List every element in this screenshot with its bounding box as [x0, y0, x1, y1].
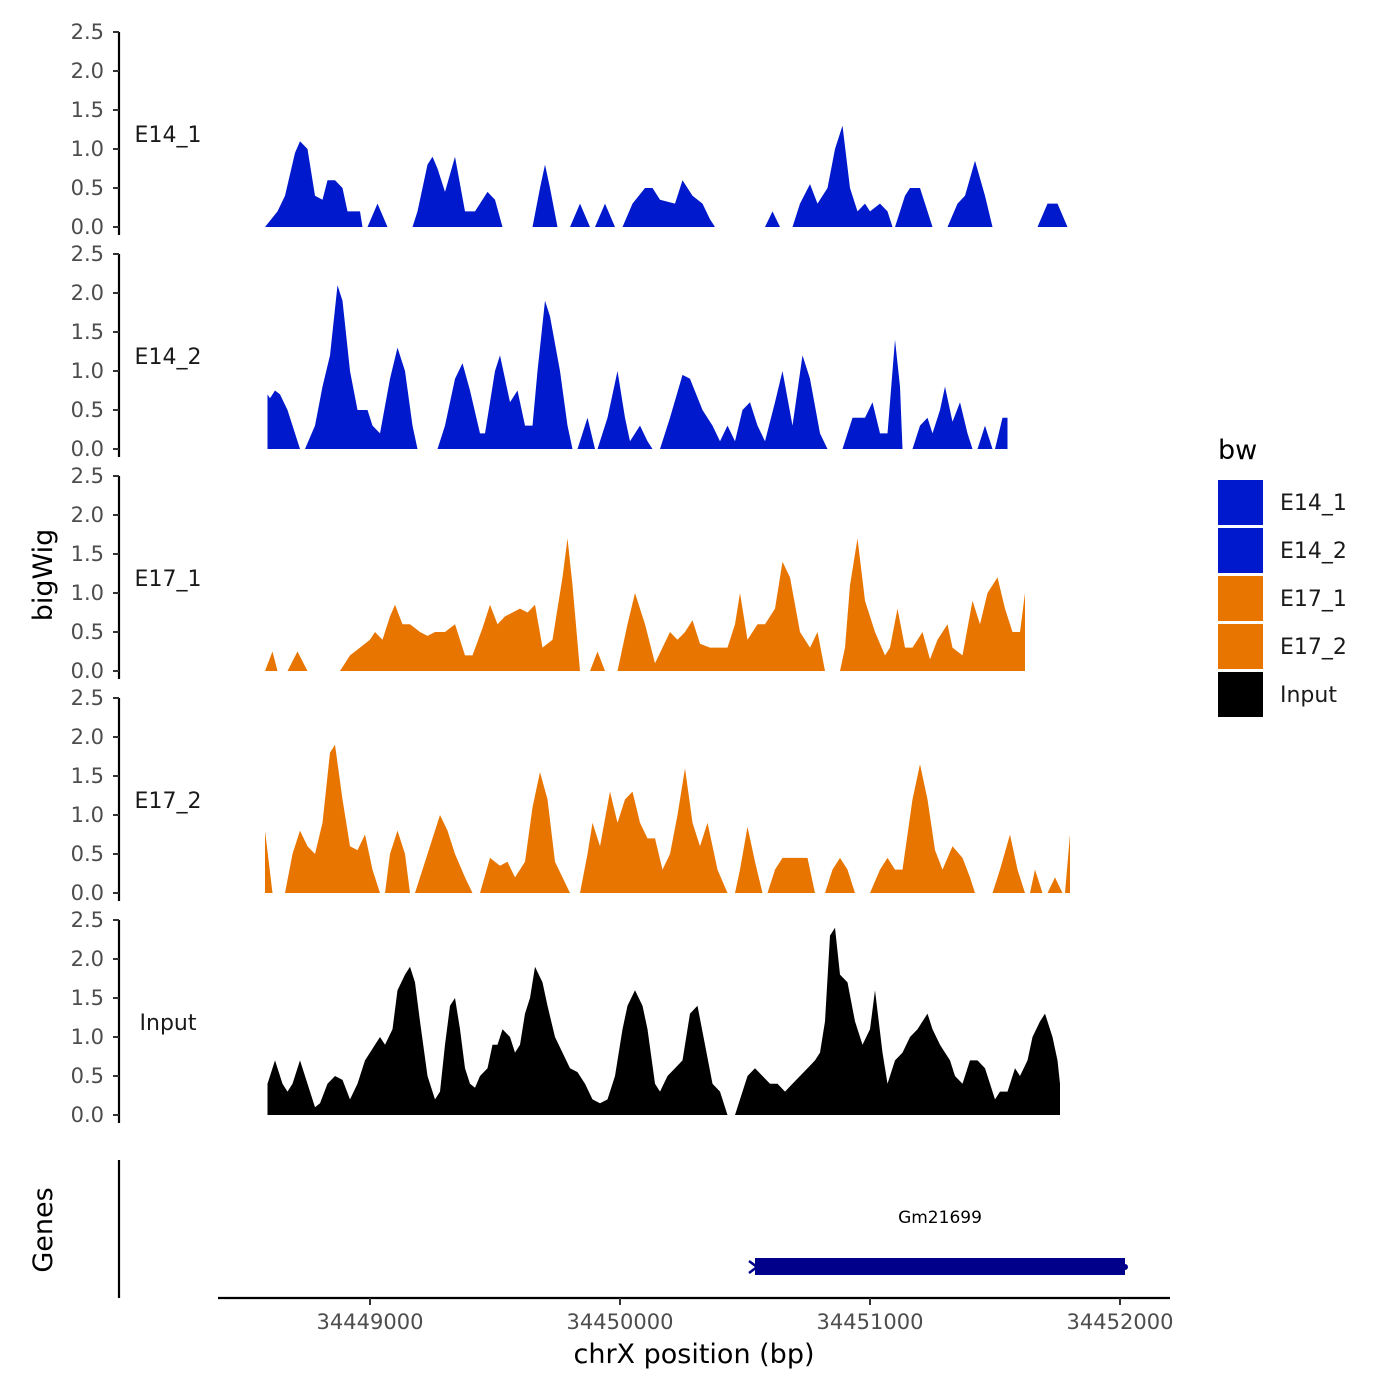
gene-body	[755, 1258, 1125, 1275]
y-axes: 0.0 0.5 1.0 1.5 2.0 2.5 0.0 0.5 1.0 1.5 2.0 2.5 0.0 0…	[71, 20, 121, 1127]
track-label-input: Input	[140, 1011, 197, 1036]
x-tick-label: 34451000	[817, 1310, 924, 1334]
legend-label-e14-1: E14_1	[1280, 491, 1347, 516]
x-tick-label: 34449000	[317, 1310, 424, 1334]
x-axis: 34449000 34450000 34451000 34452000	[218, 1296, 1174, 1334]
y-tick-label-e17-1: 0.0	[71, 659, 104, 683]
y-tick-label-input: 2.0	[71, 947, 104, 971]
legend-swatch-e17-2	[1218, 624, 1263, 669]
y-tick-label-e14-1: 1.0	[71, 137, 104, 161]
y-tick-label-e14-1: 0.0	[71, 215, 104, 239]
y-tick-label-input: 1.5	[71, 986, 104, 1010]
y-tick-label-e14-1: 0.5	[71, 176, 104, 200]
area-e14-1	[265, 125, 1068, 227]
y-tick-label-e17-1: 0.5	[71, 620, 104, 644]
gene-strand-arrow	[748, 1260, 760, 1274]
area-e14-2	[267, 285, 1008, 449]
track-label-e14-2: E14_2	[135, 345, 202, 370]
y-tick-label-e14-2: 2.0	[71, 281, 104, 305]
area-input	[267, 927, 1060, 1115]
y-tick-label-e17-1: 1.0	[71, 581, 104, 605]
legend-title: bw	[1218, 435, 1257, 466]
y-tick-label-input: 1.0	[71, 1025, 104, 1049]
y-tick-label-e14-2: 0.5	[71, 398, 104, 422]
x-axis-title: chrX position (bp)	[573, 1339, 814, 1370]
y-tick-label-e14-2: 2.5	[71, 242, 104, 266]
track-label-e17-2: E17_2	[135, 789, 202, 814]
legend: bw E14_1 E14_2 E17_1 E17_2 Input	[1218, 435, 1347, 717]
legend-swatch-input	[1218, 672, 1263, 717]
area-e17-1	[265, 538, 1025, 671]
y-tick-label-input: 0.5	[71, 1064, 104, 1088]
y-tick-label-e14-2: 1.5	[71, 320, 104, 344]
y-tick-label-e17-2: 1.0	[71, 803, 104, 827]
tracks-panel: E14_1 E14_2 E17_1 E17_2 Input	[135, 123, 1070, 1115]
legend-label-e17-2: E17_2	[1280, 635, 1347, 660]
y-tick-label-e17-2: 0.5	[71, 842, 104, 866]
y-tick-label-e14-1: 2.5	[71, 20, 104, 44]
genes-axis-title: Genes	[28, 1187, 59, 1272]
y-tick-label-e17-2: 2.5	[71, 686, 104, 710]
legend-swatch-e17-1	[1218, 576, 1263, 621]
y-tick-label-e14-2: 1.0	[71, 359, 104, 383]
y-tick-label-e17-1: 1.5	[71, 542, 104, 566]
area-e17-2	[265, 744, 1070, 893]
gene-end-cap	[1122, 1264, 1128, 1270]
legend-swatch-e14-2	[1218, 528, 1263, 573]
x-tick-label: 34450000	[567, 1310, 674, 1334]
gene-label: Gm21699	[898, 1208, 982, 1228]
track-label-e14-1: E14_1	[135, 123, 202, 148]
y-tick-label-e17-2: 2.0	[71, 725, 104, 749]
y-axis-title: bigWig	[28, 529, 59, 622]
y-tick-label-e14-1: 1.5	[71, 98, 104, 122]
legend-label-e17-1: E17_1	[1280, 587, 1347, 612]
y-tick-label-e17-2: 1.5	[71, 764, 104, 788]
x-tick-label: 34452000	[1067, 1310, 1174, 1334]
y-tick-label-e14-2: 0.0	[71, 437, 104, 461]
y-tick-label-input: 2.5	[71, 908, 104, 932]
y-tick-label-input: 0.0	[71, 1103, 104, 1127]
legend-label-input: Input	[1280, 683, 1337, 708]
legend-label-e14-2: E14_2	[1280, 539, 1347, 564]
y-tick-label-e17-2: 0.0	[71, 881, 104, 905]
genes-panel: Gm21699	[117, 1160, 1128, 1298]
y-tick-label-e17-1: 2.5	[71, 464, 104, 488]
y-tick-label-e14-1: 2.0	[71, 59, 104, 83]
y-tick-label-e17-1: 2.0	[71, 503, 104, 527]
legend-swatch-e14-1	[1218, 480, 1263, 525]
track-label-e17-1: E17_1	[135, 567, 202, 592]
